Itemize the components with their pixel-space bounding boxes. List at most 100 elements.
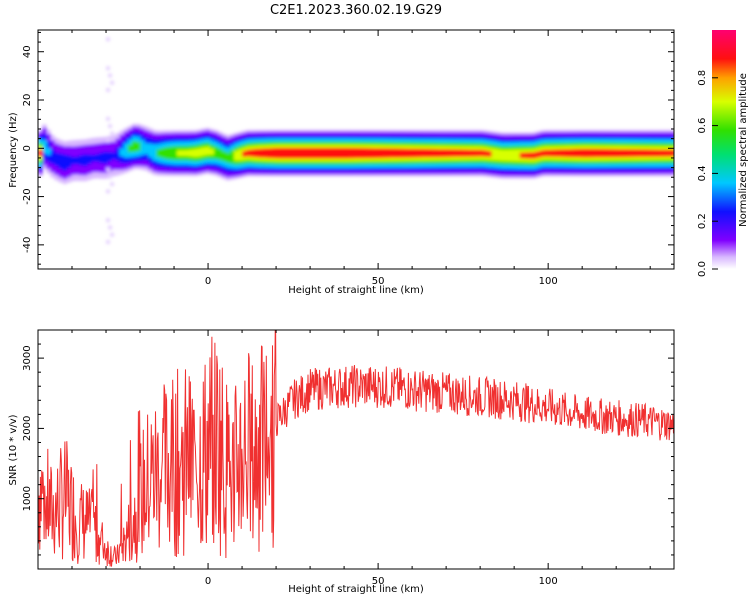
heat-cell (372, 150, 378, 157)
heat-cell (286, 149, 292, 157)
heat-cell (617, 149, 623, 158)
heat-cell (364, 149, 370, 157)
heat-cell (397, 148, 402, 158)
heat-cell (323, 149, 329, 157)
heat-cell (176, 150, 182, 157)
heat-cell (670, 149, 674, 157)
heat-speckle (108, 124, 113, 129)
heat-cell (307, 149, 313, 157)
heat-cell (654, 149, 659, 157)
heat-cell (523, 152, 529, 159)
heat-cell (454, 149, 459, 157)
heat-cell (593, 148, 598, 158)
heat-cell (511, 149, 517, 162)
colorbar-tick-label: 0.2 (697, 213, 708, 229)
heat-cell (54, 152, 60, 166)
heat-cell (131, 141, 137, 153)
heat-cell (544, 149, 549, 157)
y-tick-label: 20 (22, 94, 33, 107)
heat-cell (642, 149, 647, 157)
figure-title: C2E1.2023.360.02.19.G29 (270, 3, 442, 18)
heat-cell (233, 151, 239, 161)
heat-cell (78, 155, 84, 166)
heat-cell (429, 148, 435, 158)
heat-cell (499, 149, 504, 161)
heat-cell (246, 149, 251, 157)
heat-cell (205, 146, 211, 155)
heat-cell (274, 149, 280, 157)
heat-cell (152, 144, 157, 161)
heat-cell (58, 153, 64, 169)
heat-cell (633, 149, 639, 158)
heat-speckle (106, 66, 111, 71)
heat-cell (242, 150, 247, 157)
heat-cell (409, 148, 415, 158)
heat-cell (295, 149, 300, 157)
heat-cell (401, 148, 406, 158)
heat-cell (376, 150, 382, 157)
heat-cell (213, 146, 219, 160)
heat-cell (140, 140, 145, 155)
heat-cell (535, 151, 541, 158)
colorbar-tick-label: 0.0 (697, 261, 708, 277)
heat-cell (127, 144, 133, 153)
heat-cell (74, 156, 80, 165)
x-tick-label: 0 (205, 576, 211, 587)
heat-cell (613, 148, 619, 158)
heat-cell (46, 148, 51, 155)
y-tick-label: -40 (22, 237, 33, 253)
heat-cell (209, 148, 215, 155)
heat-cell (393, 148, 398, 158)
heat-cell (478, 149, 484, 157)
heat-cell (556, 149, 562, 157)
heat-cell (384, 148, 390, 159)
heat-cell (103, 151, 108, 164)
heat-cell (91, 154, 96, 162)
heat-cell (250, 149, 255, 158)
heat-cell (413, 148, 419, 158)
spectrogram-ylabel: Frequency (Hz) (8, 112, 19, 188)
spectrogram-heatmap (38, 37, 674, 245)
heat-cell (646, 149, 651, 157)
x-tick-label: 50 (372, 576, 385, 587)
y-tick-label: 2000 (22, 416, 33, 441)
heat-cell (470, 149, 476, 157)
heat-cell (160, 148, 166, 159)
heat-cell (442, 149, 447, 158)
heat-cell (111, 152, 117, 160)
y-tick-label: -20 (22, 188, 33, 204)
heat-cell (270, 149, 276, 157)
heat-cell (344, 149, 349, 157)
heat-cell (148, 143, 153, 158)
colorbar-tick-label: 0.6 (697, 118, 708, 134)
heat-cell (503, 149, 508, 162)
heat-cell (368, 149, 374, 157)
heat-cell (584, 148, 590, 158)
heat-speckle (110, 232, 115, 237)
heat-cell (319, 149, 325, 157)
heat-cell (491, 148, 496, 161)
heat-cell (335, 149, 341, 157)
heat-speckle (106, 138, 111, 143)
heat-cell (360, 149, 366, 157)
heat-cell (666, 149, 672, 157)
heat-cell (658, 149, 664, 157)
heat-cell (433, 148, 439, 158)
heat-cell (70, 156, 76, 165)
colorbar-tick-label: 0.4 (697, 165, 708, 181)
heat-cell (601, 148, 606, 158)
heat-cell (221, 151, 227, 162)
colorbar-gradient (712, 30, 736, 269)
x-tick-label: 100 (539, 576, 558, 587)
heat-cell (197, 148, 202, 157)
heat-speckle (108, 73, 113, 78)
snr-series-line (38, 330, 674, 567)
heat-cell (135, 142, 141, 152)
heat-cell (172, 146, 178, 161)
y-tick-label: 40 (22, 45, 33, 58)
heat-cell (421, 148, 427, 158)
heat-cell (262, 148, 268, 158)
heat-cell (405, 148, 410, 158)
heat-cell (119, 148, 125, 157)
